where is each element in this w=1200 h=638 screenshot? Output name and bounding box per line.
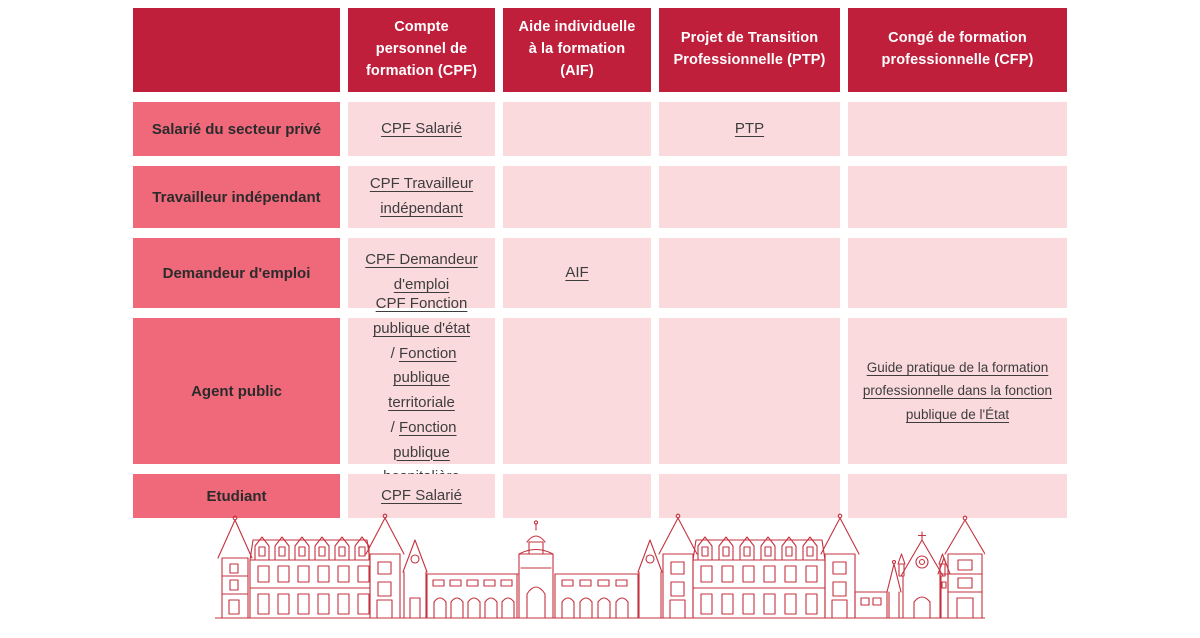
building-illustration [215, 512, 985, 624]
cell-agent-public-cpf: CPF Fonction publique d'état / Fonction … [348, 295, 495, 485]
cell-agent-public-ptp-empty [659, 318, 840, 464]
cell-demandeur-aif: AIF [503, 238, 651, 308]
cell-etudiant-cpf: CPF Salarié [348, 474, 495, 518]
cell-agent-public-aif-empty [503, 318, 651, 464]
row-header-etudiant: Etudiant [133, 474, 340, 518]
link-separator: / [386, 418, 399, 436]
link-cpf-salarie[interactable]: CPF Salarié [381, 119, 462, 137]
cell-demandeur-cfp-empty [848, 238, 1067, 308]
cell-demandeur-ptp-empty [659, 238, 840, 308]
cell-travailleur-ptp-empty [659, 166, 840, 228]
cell-salarie-cpf: CPF Salarié [348, 102, 495, 156]
link-ptp[interactable]: PTP [734, 119, 765, 137]
row-header-demandeur-emploi: Demandeur d'emploi [133, 238, 340, 308]
link-guide-pratique-formation[interactable]: Guide pratique de la formation professio… [862, 359, 1053, 422]
cell-salarie-aif-empty [503, 102, 651, 156]
row-header-travailleur-independant: Travailleur indépendant [133, 166, 340, 228]
multi-link-group: CPF Fonction publique d'état / Fonction … [362, 292, 481, 490]
cell-salarie-ptp: PTP [659, 102, 840, 156]
table-corner-cell [133, 8, 340, 92]
cell-salarie-cfp-empty [848, 102, 1067, 156]
cell-etudiant-aif-empty [503, 474, 651, 518]
cell-etudiant-cfp-empty [848, 474, 1067, 518]
column-header-ptp: Projet de Transition Professionnelle (PT… [659, 8, 840, 92]
link-aif[interactable]: AIF [565, 263, 589, 281]
link-cpf-salarie-etudiant[interactable]: CPF Salarié [381, 486, 462, 504]
column-header-cfp: Congé de formation professionnelle (CFP) [848, 8, 1067, 92]
link-cpf-fonction-publique-etat[interactable]: CPF Fonction publique d'état [372, 295, 471, 337]
cell-travailleur-aif-empty [503, 166, 651, 228]
funding-comparison-table: Compte personnel de formation (CPF) Aide… [133, 8, 1200, 518]
column-header-cpf: Compte personnel de formation (CPF) [348, 8, 495, 92]
link-separator: / [386, 344, 399, 362]
link-fonction-publique-territoriale[interactable]: Fonction publique territoriale [388, 344, 457, 412]
cell-travailleur-cpf: CPF Travailleur indépendant [348, 166, 495, 228]
cell-demandeur-cpf: CPF Demandeur d'emploi [348, 238, 495, 308]
link-cpf-demandeur-emploi[interactable]: CPF Demandeur d'emploi [365, 251, 478, 293]
link-cpf-travailleur-independant[interactable]: CPF Travailleur indépendant [369, 175, 474, 217]
cell-etudiant-ptp-empty [659, 474, 840, 518]
row-header-salarie-prive: Salarié du secteur privé [133, 102, 340, 156]
row-header-agent-public: Agent public [133, 318, 340, 464]
column-header-aif: Aide individuelle à la formation (AIF) [503, 8, 651, 92]
cell-agent-public-cfp: Guide pratique de la formation professio… [848, 318, 1067, 464]
cell-travailleur-cfp-empty [848, 166, 1067, 228]
